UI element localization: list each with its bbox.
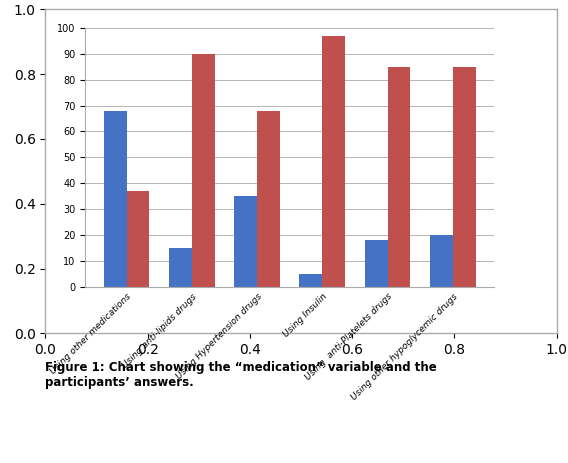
Bar [299, 274, 322, 287]
Bar [453, 67, 475, 287]
Bar [365, 240, 387, 287]
Bar [234, 196, 257, 287]
Bar [192, 54, 215, 287]
Bar [104, 111, 127, 287]
Bar [387, 67, 410, 287]
Bar [257, 111, 280, 287]
Text: Figure 1: Chart showing the “medication” variable and the
participants’ answers.: Figure 1: Chart showing the “medication”… [45, 361, 437, 389]
Bar [430, 235, 453, 287]
Bar [127, 191, 149, 287]
Bar [169, 248, 192, 287]
Bar [322, 36, 345, 287]
